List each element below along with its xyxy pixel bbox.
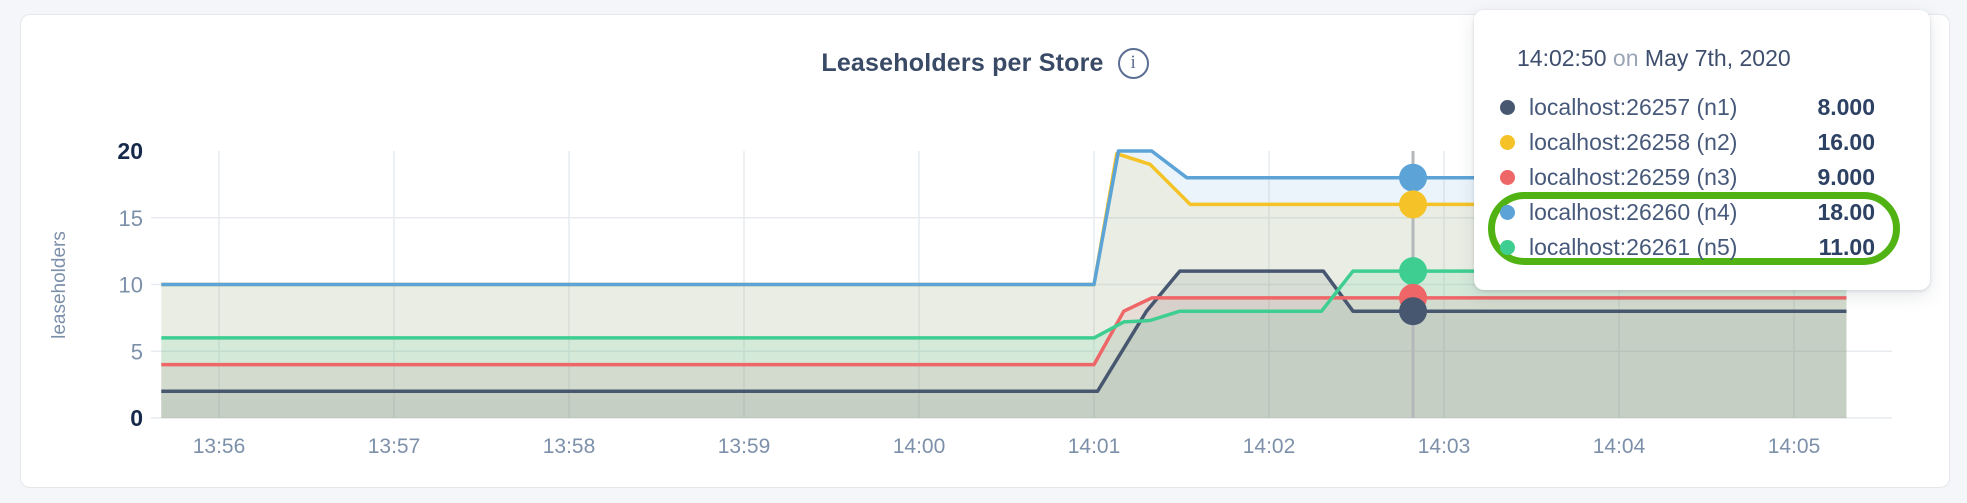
series-area-1 bbox=[161, 271, 1847, 418]
series-value: 16.00 bbox=[1817, 129, 1875, 155]
series-label: localhost:26257 (n1) bbox=[1529, 94, 1738, 120]
x-tick-label: 14:01 bbox=[1068, 435, 1121, 458]
y-tick-label: 5 bbox=[131, 339, 143, 364]
info-icon[interactable]: i bbox=[1117, 47, 1149, 79]
series-line-4 bbox=[161, 149, 1847, 287]
tooltip-series-row: localhost:26257 (n1) 8.000 bbox=[1500, 90, 1875, 125]
tooltip-timestamp: 14:02:50 on May 7th, 2020 bbox=[1517, 44, 1875, 72]
chart-header: Leaseholders per Store i bbox=[21, 45, 1949, 81]
series-value: 18.00 bbox=[1817, 199, 1875, 225]
x-tick-label: 14:02 bbox=[1243, 435, 1296, 458]
tooltip-on-word: on bbox=[1612, 45, 1639, 71]
series-label: localhost:26259 (n3) bbox=[1529, 164, 1738, 190]
series-line-5 bbox=[161, 269, 1847, 340]
tooltip-series-row: localhost:26259 (n3) 9.000 bbox=[1500, 160, 1875, 195]
x-tick-label: 14:04 bbox=[1593, 435, 1646, 458]
hover-tooltip: 14:02:50 on May 7th, 2020 localhost:2625… bbox=[1474, 10, 1930, 290]
hover-dot bbox=[1399, 257, 1428, 286]
series-bullet-icon bbox=[1500, 240, 1515, 255]
series-bullet-icon bbox=[1500, 170, 1515, 185]
highlight-ring bbox=[1488, 192, 1900, 265]
x-tick-label: 14:05 bbox=[1768, 435, 1821, 458]
x-tick-label: 13:57 bbox=[368, 435, 421, 458]
series-value: 9.000 bbox=[1817, 164, 1875, 190]
info-icon-glyph: i bbox=[1130, 52, 1136, 73]
tooltip-time: 14:02:50 bbox=[1517, 45, 1607, 71]
series-line-3 bbox=[161, 296, 1847, 367]
series-line-1 bbox=[161, 269, 1847, 394]
x-tick-label: 13:59 bbox=[718, 435, 771, 458]
tooltip-series-row: localhost:26258 (n2) 16.00 bbox=[1500, 125, 1875, 160]
series-value: 8.000 bbox=[1817, 94, 1875, 120]
hover-dot bbox=[1399, 190, 1428, 219]
tooltip-date: May 7th, 2020 bbox=[1644, 45, 1791, 71]
series-bullet-icon bbox=[1500, 205, 1515, 220]
series-label: localhost:26260 (n4) bbox=[1529, 199, 1738, 225]
x-tick-label: 13:56 bbox=[193, 435, 246, 458]
tooltip-series-row: localhost:26260 (n4) 18.00 bbox=[1500, 195, 1875, 230]
y-tick-label: 0 bbox=[130, 405, 143, 431]
series-bullet-icon bbox=[1500, 135, 1515, 150]
leaseholders-line-chart[interactable]: 0 5 10 15 20 13:56 13:57 13:58 13:59 14:00 14:01 14… bbox=[21, 15, 1951, 489]
series-bullet-icon bbox=[1500, 100, 1515, 115]
x-tick-label: 13:58 bbox=[543, 435, 596, 458]
y-tick-label: 15 bbox=[119, 206, 143, 231]
series-label: localhost:26261 (n5) bbox=[1529, 234, 1738, 260]
chart-title: Leaseholders per Store bbox=[821, 48, 1104, 77]
x-tick-label: 14:00 bbox=[893, 435, 946, 458]
hover-dot bbox=[1399, 297, 1428, 326]
hover-dot bbox=[1399, 163, 1428, 192]
y-axis-title: leaseholders bbox=[49, 231, 70, 339]
series-label: localhost:26258 (n2) bbox=[1529, 129, 1738, 155]
tooltip-series-list: localhost:26257 (n1) 8.000 localhost:26258… bbox=[1500, 90, 1875, 265]
y-tick-label: 10 bbox=[119, 273, 143, 298]
tooltip-series-row: localhost:26261 (n5) 11.00 bbox=[1500, 230, 1875, 265]
y-tick-label: 20 bbox=[117, 138, 143, 164]
x-tick-label: 14:03 bbox=[1418, 435, 1471, 458]
series-area-3 bbox=[161, 297, 1847, 418]
series-value: 11.00 bbox=[1818, 234, 1875, 260]
